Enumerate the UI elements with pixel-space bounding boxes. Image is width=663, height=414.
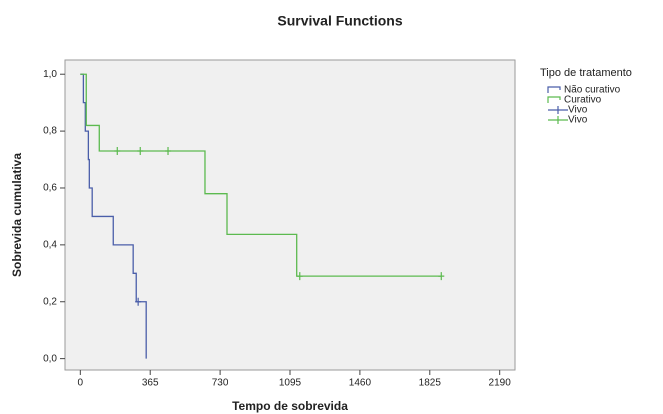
- y-tick-label: 0,0: [43, 353, 57, 364]
- y-tick-label: 1,0: [43, 69, 57, 80]
- legend-symbol: [547, 86, 561, 93]
- censor-mark: [438, 272, 445, 281]
- legend-label: Vivo: [568, 105, 588, 116]
- x-tick-label: 730: [212, 378, 229, 389]
- legend-label: Não curativo: [564, 85, 621, 96]
- y-tick-label: 0,8: [43, 126, 57, 137]
- x-tick-label: 0: [78, 378, 84, 389]
- chart-title: Survival Functions: [277, 13, 402, 29]
- x-tick-label: 1825: [419, 378, 442, 389]
- censor-mark: [135, 297, 142, 306]
- plot-area: [64, 59, 516, 371]
- x-tick-label: 1460: [349, 378, 372, 389]
- censor-mark: [296, 272, 303, 281]
- survival-line: [80, 73, 147, 359]
- x-tick-label: 2190: [489, 378, 512, 389]
- survival-line: [80, 73, 442, 277]
- censor-mark: [114, 147, 121, 156]
- x-tick-label: 1095: [279, 378, 302, 389]
- legend-title: Tipo de tratamento: [540, 67, 632, 79]
- y-tick-label: 0,6: [43, 183, 57, 194]
- censor-mark: [137, 147, 144, 156]
- y-axis-title: Sobrevida cumulativa: [10, 153, 24, 277]
- legend-symbol: [548, 116, 568, 124]
- y-tick-label: 0,2: [43, 296, 57, 307]
- censor-mark: [165, 147, 172, 156]
- legend-label: Vivo: [568, 115, 588, 126]
- legend-symbol: [547, 96, 561, 103]
- legend-label: Curativo: [564, 95, 602, 106]
- x-axis-title: Tempo de sobrevida: [232, 399, 348, 413]
- x-tick-label: 365: [142, 378, 159, 389]
- y-tick-label: 0,4: [43, 240, 57, 251]
- legend-symbol: [548, 106, 568, 114]
